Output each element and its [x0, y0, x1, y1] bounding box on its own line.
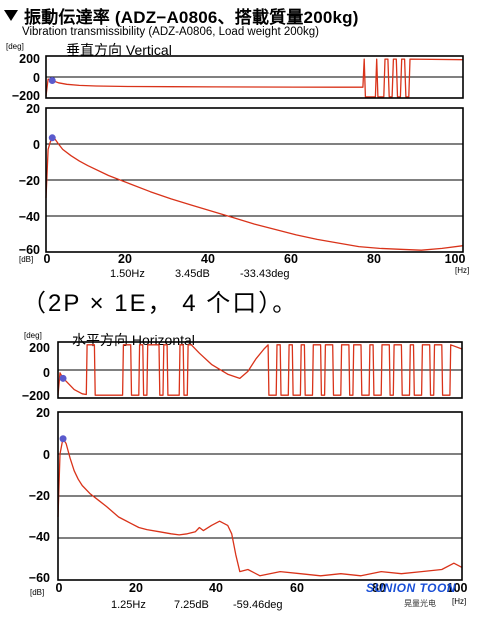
- triangle-bullet-icon: [4, 10, 18, 21]
- horizontal-phase-tick-label: −200: [21, 389, 50, 403]
- logo-watermark: SUNION TOON: [366, 581, 456, 595]
- vertical-x-unit: [Hz]: [455, 266, 470, 275]
- vertical-gain-series-line: [45, 137, 464, 251]
- horizontal-gain-tick-label: 0: [43, 448, 50, 462]
- horizontal-gain-tick-label: −20: [28, 489, 50, 503]
- horizontal-gain-marker-point: [59, 435, 67, 443]
- horizontal-phase-series-line: [57, 344, 463, 396]
- horizontal-phase-marker-point: [59, 374, 67, 382]
- vertical-section-label: 垂直方向 Vertical: [66, 42, 172, 58]
- horizontal-gain-tick-label: −60: [28, 571, 50, 585]
- horizontal-gain-tick-label: −40: [28, 530, 50, 544]
- port-note: （2P × 1E， 4 个口）。: [22, 290, 299, 317]
- horizontal-x-tick-label: 20: [129, 581, 143, 595]
- vertical-gain-unit: [dB]: [19, 255, 34, 264]
- vertical-gain-marker-point: [48, 134, 56, 142]
- title-text: 振動伝達率 (ADZ−A0806、搭載質量200kg): [24, 8, 359, 27]
- vertical-x-tick-label: 40: [201, 252, 215, 266]
- vertical-gain-tick-label: −20: [18, 174, 40, 188]
- vertical-x-tick-label: 20: [118, 252, 132, 266]
- horizontal-x-tick-label: 60: [290, 581, 304, 595]
- vertical-phase-tick-label: −200: [11, 89, 40, 103]
- horizontal-x-tick-label: 0: [55, 581, 63, 595]
- vertical-gain-frame: [45, 107, 464, 253]
- vertical-gain-tick-label: 20: [26, 102, 40, 116]
- horizontal-readout-phase: -59.46deg: [233, 599, 283, 611]
- vertical-x-tick-label: 100: [444, 252, 466, 266]
- horizontal-x-tick-label: 100: [446, 581, 468, 595]
- vertical-gain-tick-label: 0: [33, 138, 40, 152]
- vertical-gain-tick-label: −60: [18, 243, 40, 257]
- vertical-phase-tick-label: 200: [19, 52, 40, 66]
- horizontal-x-unit: [Hz]: [452, 597, 467, 606]
- horizontal-x-tick-label: 80: [372, 581, 386, 595]
- vertical-phase-tick-label: 0: [33, 71, 40, 85]
- vertical-x-tick-label: 0: [43, 252, 51, 266]
- horizontal-gain-frame: [57, 411, 463, 581]
- horizontal-readout-freq: 1.25Hz: [111, 599, 146, 611]
- vertical-readout-phase: -33.43deg: [240, 268, 290, 280]
- vertical-phase-frame: [45, 55, 464, 99]
- vertical-phase-marker-point: [48, 77, 56, 85]
- vertical-x-tick-label: 80: [367, 252, 381, 266]
- vertical-readout-gain: 3.45dB: [175, 268, 210, 280]
- page-subtitle: Vibration transmissibility (ADZ-A0806, L…: [22, 26, 320, 38]
- horizontal-section-label: 水平方向 Horizontal: [72, 332, 195, 348]
- horizontal-phase-tick-label: 200: [29, 341, 50, 355]
- horizontal-readout-gain: 7.25dB: [174, 599, 209, 611]
- page-title: 振動伝達率 (ADZ−A0806、搭載質量200kg): [4, 3, 359, 28]
- vertical-x-tick-label: 60: [284, 252, 298, 266]
- horizontal-phase-unit: [deg]: [24, 331, 42, 340]
- vertical-readout-freq: 1.50Hz: [110, 268, 145, 280]
- logo-watermark-sub: 晃量光电: [404, 599, 436, 608]
- horizontal-phase-tick-label: 0: [43, 366, 50, 380]
- horizontal-gain-unit: [dB]: [30, 588, 45, 597]
- vertical-gain-tick-label: −40: [18, 210, 40, 224]
- horizontal-gain-tick-label: 20: [36, 406, 50, 420]
- horizontal-phase-frame: [57, 341, 463, 399]
- vertical-phase-series-line: [45, 58, 464, 98]
- horizontal-x-tick-label: 40: [209, 581, 223, 595]
- horizontal-gain-series-line: [57, 438, 463, 577]
- vertical-phase-unit: [deg]: [6, 42, 24, 51]
